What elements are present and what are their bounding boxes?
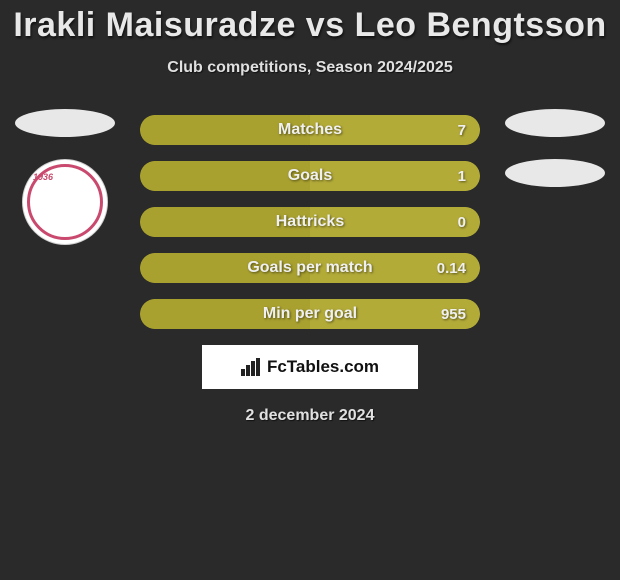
club-logo-year: 1936	[33, 172, 53, 182]
left-club-logo: 1936	[22, 159, 108, 245]
bar-label: Hattricks	[140, 207, 480, 237]
brand-box: FcTables.com	[202, 345, 418, 389]
brand-chart-icon	[241, 358, 261, 376]
stat-bar: Goals1	[140, 161, 480, 191]
stat-bar: Hattricks0	[140, 207, 480, 237]
right-club-logo	[505, 159, 605, 187]
right-player-column	[500, 109, 610, 209]
brand-text: FcTables.com	[267, 357, 379, 377]
date-text: 2 december 2024	[0, 407, 620, 425]
bar-value: 1	[458, 161, 466, 191]
bar-value: 7	[458, 115, 466, 145]
bar-value: 0.14	[437, 253, 466, 283]
bar-label: Goals per match	[140, 253, 480, 283]
stat-bar: Goals per match0.14	[140, 253, 480, 283]
stat-bar: Matches7	[140, 115, 480, 145]
bar-value: 0	[458, 207, 466, 237]
bar-label: Matches	[140, 115, 480, 145]
subtitle: Club competitions, Season 2024/2025	[0, 59, 620, 77]
page-title: Irakli Maisuradze vs Leo Bengtsson	[0, 0, 620, 45]
bar-label: Goals	[140, 161, 480, 191]
comparison-content: 1936 Matches7 Goals1 Hattricks0 Goals per m…	[0, 115, 620, 329]
left-player-column: 1936	[10, 109, 120, 245]
stat-bars: Matches7Goals1Hattricks0Goals per match0…	[140, 115, 480, 329]
stat-bar: Min per goal955	[140, 299, 480, 329]
right-player-avatar	[505, 109, 605, 137]
bar-label: Min per goal	[140, 299, 480, 329]
left-player-avatar	[15, 109, 115, 137]
bar-value: 955	[441, 299, 466, 329]
